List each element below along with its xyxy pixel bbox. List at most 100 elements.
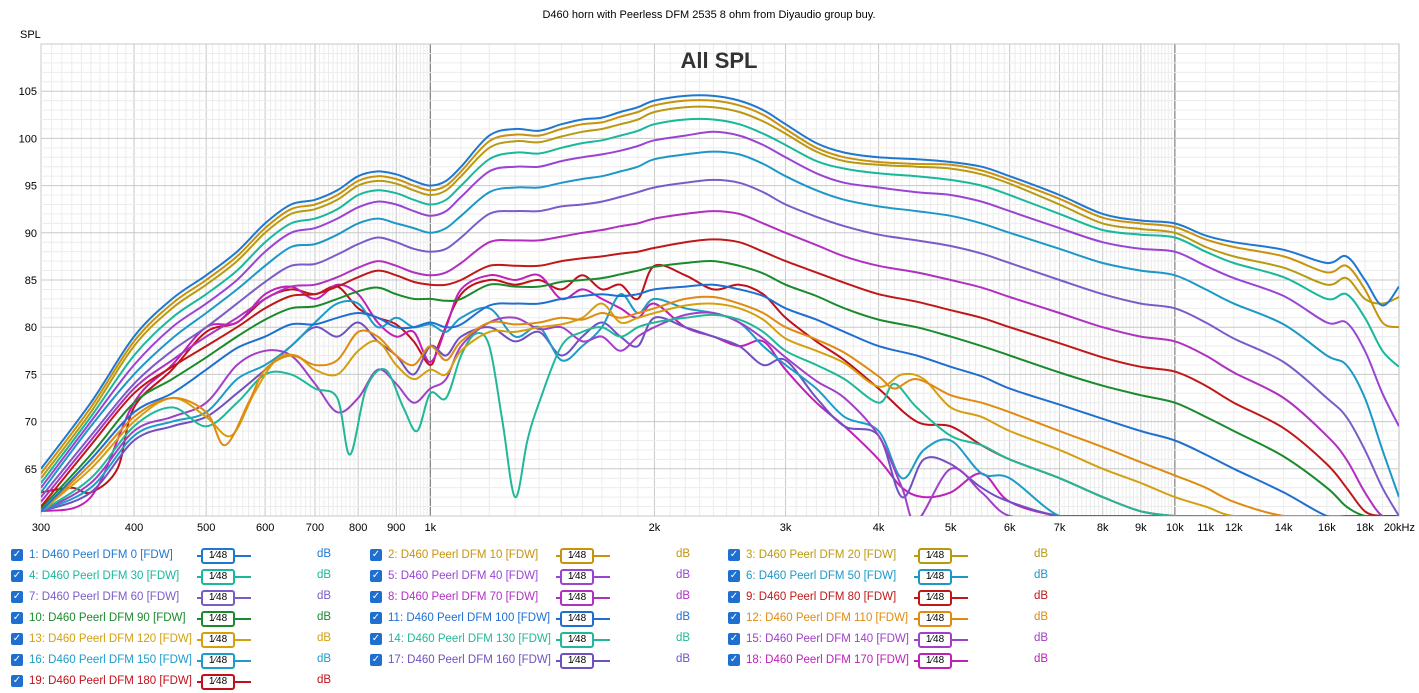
legend-item[interactable]: ✓ 3: D460 Peerl DFM 20 [FDW] 1⁄48: [728, 545, 968, 565]
legend-item[interactable]: ✓ 6: D460 Peerl DFM 50 [FDW] 1⁄48: [728, 566, 968, 586]
legend-unit: dB: [1034, 611, 1049, 623]
x-tick-label: 1k: [424, 522, 436, 534]
legend-label: 12: D460 Peerl DFM 110 [FDW]: [746, 612, 909, 624]
series-line-6: [41, 150, 1399, 498]
smoothing-button[interactable]: 1⁄48: [556, 611, 610, 627]
smoothing-label: 1⁄48: [201, 590, 235, 606]
smoothing-button[interactable]: 1⁄48: [197, 653, 251, 669]
checkbox-checked-icon[interactable]: ✓: [370, 612, 382, 624]
checkbox-checked-icon[interactable]: ✓: [11, 654, 23, 666]
legend-item[interactable]: ✓ 7: D460 Peerl DFM 60 [FDW] 1⁄48: [11, 587, 251, 607]
overlay-title: All SPL: [680, 48, 757, 73]
legend-unit: dB: [676, 569, 691, 581]
legend-label: 14: D460 Peerl DFM 130 [FDW]: [388, 633, 551, 645]
checkbox-checked-icon[interactable]: ✓: [11, 675, 23, 687]
legend-label: 17: D460 Peerl DFM 160 [FDW]: [388, 654, 551, 666]
smoothing-label: 1⁄48: [560, 548, 594, 564]
checkbox-checked-icon[interactable]: ✓: [728, 591, 740, 603]
legend-item[interactable]: ✓ 1: D460 Peerl DFM 0 [FDW] 1⁄48: [11, 545, 251, 565]
series-line-17: [41, 316, 1399, 516]
smoothing-button[interactable]: 1⁄48: [197, 674, 251, 690]
legend-unit: dB: [676, 548, 691, 560]
legend-item[interactable]: ✓ 9: D460 Peerl DFM 80 [FDW] 1⁄48: [728, 587, 968, 607]
y-tick-label: 95: [25, 181, 37, 193]
legend-item[interactable]: ✓ 13: D460 Peerl DFM 120 [FDW] 1⁄48: [11, 629, 251, 649]
checkbox-checked-icon[interactable]: ✓: [370, 591, 382, 603]
checkbox-checked-icon[interactable]: ✓: [11, 570, 23, 582]
y-tick-label: 100: [19, 133, 37, 145]
legend-item[interactable]: ✓ 2: D460 Peerl DFM 10 [FDW] 1⁄48: [370, 545, 610, 565]
series-line-9: [41, 238, 1399, 516]
legend-item[interactable]: ✓ 18: D460 Peerl DFM 170 [FDW] 1⁄48: [728, 650, 968, 670]
legend: ✓ 1: D460 Peerl DFM 0 [FDW] 1⁄48 dB ✓ 2: D460…: [0, 541, 1419, 693]
legend-item[interactable]: ✓ 5: D460 Peerl DFM 40 [FDW] 1⁄48: [370, 566, 610, 586]
legend-unit: dB: [317, 590, 332, 602]
smoothing-label: 1⁄48: [560, 653, 594, 669]
smoothing-button[interactable]: 1⁄48: [914, 569, 968, 585]
checkbox-checked-icon[interactable]: ✓: [728, 654, 740, 666]
x-tick-label: 2k: [649, 522, 661, 534]
legend-item[interactable]: ✓ 4: D460 Peerl DFM 30 [FDW] 1⁄48: [11, 566, 251, 586]
checkbox-checked-icon[interactable]: ✓: [728, 570, 740, 582]
smoothing-button[interactable]: 1⁄48: [914, 548, 968, 564]
series-line-12: [41, 295, 1399, 516]
series-line-4: [41, 117, 1399, 484]
smoothing-button[interactable]: 1⁄48: [914, 590, 968, 606]
smoothing-button[interactable]: 1⁄48: [197, 569, 251, 585]
legend-item[interactable]: ✓ 19: D460 Peerl DFM 180 [FDW] 1⁄48: [11, 671, 251, 691]
smoothing-label: 1⁄48: [560, 611, 594, 627]
smoothing-button[interactable]: 1⁄48: [556, 653, 610, 669]
x-tick-label: 800: [349, 522, 367, 534]
legend-item[interactable]: ✓ 15: D460 Peerl DFM 140 [FDW] 1⁄48: [728, 629, 968, 649]
series-line-14: [41, 313, 1399, 516]
legend-unit: dB: [676, 590, 691, 602]
legend-item[interactable]: ✓ 12: D460 Peerl DFM 110 [FDW] 1⁄48: [728, 608, 968, 628]
legend-label: 5: D460 Peerl DFM 40 [FDW]: [388, 570, 539, 582]
smoothing-button[interactable]: 1⁄48: [197, 632, 251, 648]
smoothing-button[interactable]: 1⁄48: [197, 611, 251, 627]
smoothing-button[interactable]: 1⁄48: [556, 632, 610, 648]
legend-label: 4: D460 Peerl DFM 30 [FDW]: [29, 570, 180, 582]
checkbox-checked-icon[interactable]: ✓: [11, 633, 23, 645]
legend-item[interactable]: ✓ 14: D460 Peerl DFM 130 [FDW] 1⁄48: [370, 629, 610, 649]
smoothing-label: 1⁄48: [560, 569, 594, 585]
smoothing-label: 1⁄48: [201, 674, 235, 690]
legend-label: 1: D460 Peerl DFM 0 [FDW]: [29, 549, 173, 561]
smoothing-label: 1⁄48: [918, 611, 952, 627]
smoothing-label: 1⁄48: [201, 653, 235, 669]
smoothing-button[interactable]: 1⁄48: [914, 611, 968, 627]
checkbox-checked-icon[interactable]: ✓: [728, 549, 740, 561]
legend-item[interactable]: ✓ 11: D460 Peerl DFM 100 [FDW] 1⁄48: [370, 608, 610, 628]
smoothing-button[interactable]: 1⁄48: [197, 548, 251, 564]
x-tick-label: 3k: [780, 522, 792, 534]
smoothing-button[interactable]: 1⁄48: [914, 653, 968, 669]
x-tick-label: 600: [256, 522, 274, 534]
checkbox-checked-icon[interactable]: ✓: [370, 633, 382, 645]
checkbox-checked-icon[interactable]: ✓: [11, 591, 23, 603]
x-tick-label: 500: [197, 522, 215, 534]
legend-label: 6: D460 Peerl DFM 50 [FDW]: [746, 570, 897, 582]
legend-unit: dB: [1034, 632, 1049, 644]
legend-unit: dB: [317, 674, 332, 686]
checkbox-checked-icon[interactable]: ✓: [728, 633, 740, 645]
checkbox-checked-icon[interactable]: ✓: [728, 612, 740, 624]
spl-chart: D460 horn with Peerless DFM 2535 8 ohm f…: [19, 9, 1415, 534]
smoothing-button[interactable]: 1⁄48: [556, 590, 610, 606]
legend-label: 9: D460 Peerl DFM 80 [FDW]: [746, 591, 897, 603]
checkbox-checked-icon[interactable]: ✓: [370, 570, 382, 582]
checkbox-checked-icon[interactable]: ✓: [11, 549, 23, 561]
legend-item[interactable]: ✓ 17: D460 Peerl DFM 160 [FDW] 1⁄48: [370, 650, 610, 670]
smoothing-button[interactable]: 1⁄48: [197, 590, 251, 606]
smoothing-button[interactable]: 1⁄48: [556, 569, 610, 585]
legend-item[interactable]: ✓ 10: D460 Peerl DFM 90 [FDW] 1⁄48: [11, 608, 251, 628]
legend-unit: dB: [676, 653, 691, 665]
legend-item[interactable]: ✓ 16: D460 Peerl DFM 150 [FDW] 1⁄48: [11, 650, 251, 670]
checkbox-checked-icon[interactable]: ✓: [370, 654, 382, 666]
legend-item[interactable]: ✓ 8: D460 Peerl DFM 70 [FDW] 1⁄48: [370, 587, 610, 607]
x-tick-label: 300: [32, 522, 50, 534]
checkbox-checked-icon[interactable]: ✓: [11, 612, 23, 624]
series-line-2: [41, 99, 1399, 475]
smoothing-button[interactable]: 1⁄48: [914, 632, 968, 648]
checkbox-checked-icon[interactable]: ✓: [370, 549, 382, 561]
smoothing-button[interactable]: 1⁄48: [556, 548, 610, 564]
